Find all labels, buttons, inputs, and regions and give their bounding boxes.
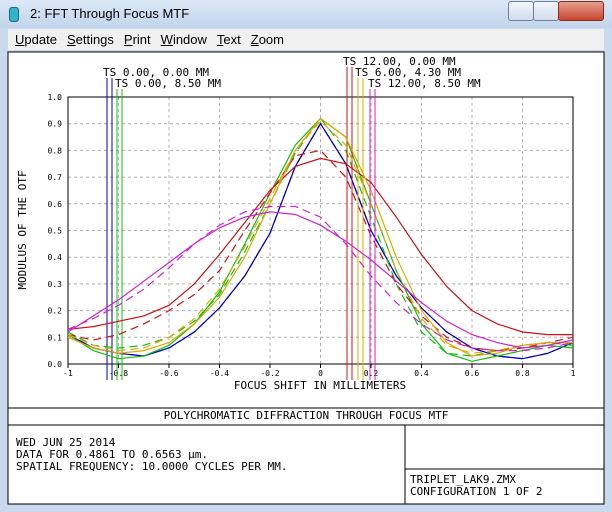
sagittal-line	[67, 120, 573, 354]
x-tick-label: -1	[63, 369, 73, 378]
y-tick-label: 0.5	[48, 227, 63, 236]
x-tick-label: 0	[318, 369, 323, 378]
legend-label: TS 6.00, 4.30 MM	[355, 66, 461, 79]
sagittal-line	[67, 117, 574, 357]
menu-item[interactable]: Print	[123, 32, 151, 47]
x-tick-label: 0.2	[364, 369, 379, 378]
y-tick-label: 0.8	[48, 146, 63, 155]
sagittal-line	[67, 122, 574, 360]
legend-label: TS 0.00, 8.50 MM	[115, 77, 221, 90]
y-tick-label: 0.1	[48, 333, 63, 342]
menu-item[interactable]: Zoom	[250, 32, 284, 47]
close-button[interactable]	[558, 1, 604, 21]
footer-line: DATA FOR 0.4861 TO 0.6563 µm.	[16, 448, 208, 461]
tangential-line	[67, 117, 573, 357]
legend-label: TS 0.00, 0.00 MM	[103, 66, 209, 79]
y-tick-label: 0.6	[48, 200, 63, 209]
x-axis-label: FOCUS SHIFT IN MILLIMETERS	[234, 379, 406, 392]
menu-bar: Update Settings Print Window Text Zoom	[8, 29, 604, 50]
y-tick-label: 0.9	[48, 120, 63, 129]
y-tick-label: 0.0	[48, 360, 63, 369]
y-tick-label: 0.2	[48, 307, 63, 316]
tangential-line	[67, 211, 574, 349]
x-tick-label: -0.8	[109, 369, 128, 378]
x-tick-label: 0.4	[414, 369, 429, 378]
y-tick-label: 1.0	[48, 93, 63, 102]
tangential-line	[67, 157, 573, 336]
menu-item[interactable]: Settings	[66, 32, 114, 47]
footer-line: WED JUN 25 2014	[16, 436, 116, 449]
x-tick-label: 0.6	[465, 369, 480, 378]
legend-label: TS 12.00, 0.00 MM	[343, 55, 456, 68]
x-tick-label: 0.8	[515, 369, 530, 378]
legend-label: TS 12.00, 8.50 MM	[368, 77, 481, 90]
y-axis-label: MODULUS OF THE OTF	[16, 170, 29, 289]
menu-item[interactable]: Window	[160, 32, 207, 47]
plot-frame	[67, 96, 574, 365]
window-title: 2: FFT Through Focus MTF	[30, 6, 190, 21]
menu-item[interactable]: Update	[15, 32, 57, 47]
sagittal-line	[67, 205, 574, 352]
x-tick-label: -0.4	[210, 369, 229, 378]
x-tick-label: -0.2	[260, 369, 279, 378]
configuration: CONFIGURATION 1 OF 2	[410, 485, 542, 498]
x-tick-label: -0.6	[159, 369, 178, 378]
title-bar: 2: FFT Through Focus MTF	[0, 0, 612, 28]
y-tick-label: 0.4	[48, 253, 63, 262]
y-tick-label: 0.3	[48, 280, 63, 289]
file-name: TRIPLET_LAK9.ZMX	[410, 473, 516, 486]
footer-line: SPATIAL FREQUENCY: 10.0000 CYCLES PER MM…	[16, 460, 288, 473]
x-tick-label: 1	[571, 369, 576, 378]
footer-title: POLYCHROMATIC DIFFRACTION THROUGH FOCUS …	[164, 409, 449, 422]
app-icon	[9, 7, 19, 22]
y-tick-label: 0.7	[48, 173, 63, 182]
menu-item[interactable]: Text	[216, 32, 241, 47]
